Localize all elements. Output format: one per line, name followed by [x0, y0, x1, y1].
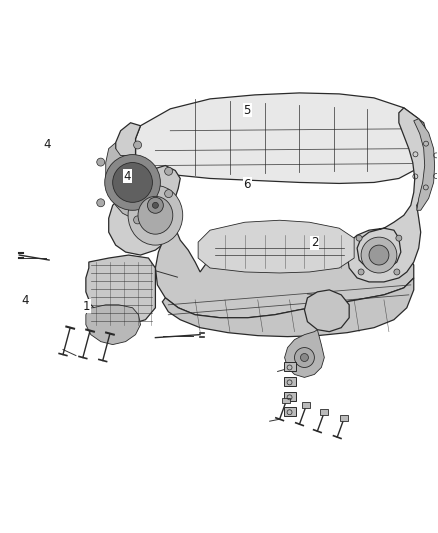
Circle shape — [369, 245, 389, 265]
Bar — [320, 409, 328, 415]
Polygon shape — [135, 93, 429, 183]
Polygon shape — [109, 123, 180, 255]
Bar — [283, 392, 296, 401]
Bar — [283, 407, 296, 416]
Polygon shape — [347, 108, 431, 282]
Circle shape — [165, 190, 173, 198]
Text: 4: 4 — [21, 294, 29, 308]
Text: 5: 5 — [244, 103, 251, 117]
Circle shape — [97, 158, 105, 166]
Bar — [302, 402, 310, 408]
Polygon shape — [304, 290, 349, 332]
Circle shape — [300, 353, 308, 361]
Polygon shape — [86, 305, 141, 345]
Circle shape — [394, 269, 400, 275]
Polygon shape — [198, 220, 354, 273]
Text: 6: 6 — [244, 178, 251, 191]
Circle shape — [105, 155, 160, 211]
Polygon shape — [145, 166, 414, 318]
Circle shape — [148, 197, 163, 213]
Polygon shape — [414, 119, 434, 211]
Text: 4: 4 — [124, 170, 131, 183]
Circle shape — [97, 199, 105, 207]
Bar — [340, 415, 348, 422]
Circle shape — [134, 216, 141, 224]
Circle shape — [152, 203, 159, 208]
Polygon shape — [86, 255, 155, 325]
Circle shape — [294, 348, 314, 367]
Ellipse shape — [138, 196, 173, 234]
Text: 1: 1 — [82, 300, 90, 313]
Circle shape — [396, 235, 402, 241]
Text: 4: 4 — [43, 138, 51, 151]
Ellipse shape — [128, 185, 183, 245]
Circle shape — [361, 237, 397, 273]
Circle shape — [358, 269, 364, 275]
Circle shape — [356, 235, 362, 241]
Bar — [283, 377, 296, 386]
Polygon shape — [285, 330, 324, 377]
Bar — [283, 398, 290, 403]
Circle shape — [113, 163, 152, 203]
Text: 2: 2 — [311, 236, 318, 249]
Polygon shape — [106, 143, 155, 218]
Bar — [283, 362, 296, 372]
Circle shape — [134, 141, 141, 149]
Polygon shape — [162, 278, 414, 337]
Circle shape — [165, 167, 173, 175]
